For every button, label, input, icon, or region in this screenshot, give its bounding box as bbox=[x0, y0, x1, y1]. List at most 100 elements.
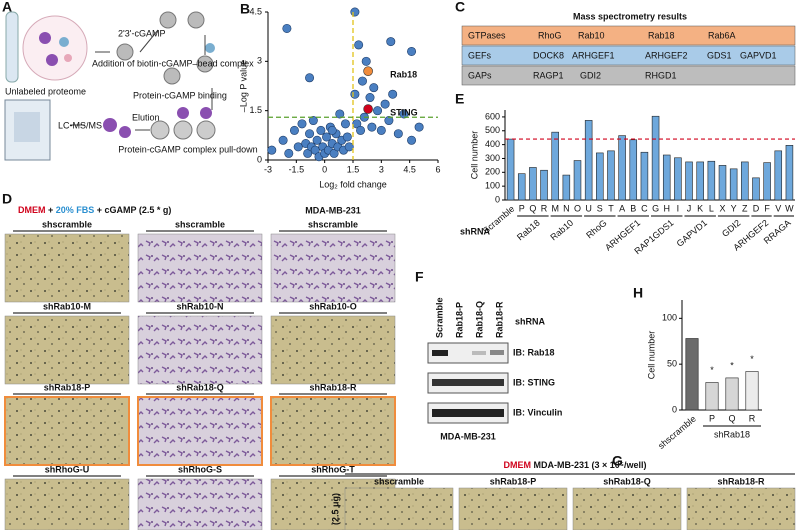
y-tick-label: 4.5 bbox=[249, 6, 262, 16]
image-label: shRab10-M bbox=[43, 301, 91, 311]
x-tick-label: 0 bbox=[322, 164, 327, 174]
column-label: shRab18-Q bbox=[603, 476, 651, 486]
title-part: + bbox=[46, 205, 56, 215]
lane-label: Scramble bbox=[434, 297, 444, 338]
cell: DOCK8 bbox=[533, 50, 564, 60]
image-label: shRhoG-T bbox=[311, 464, 355, 474]
x-tick-label: M bbox=[551, 203, 559, 213]
y-tick-label: 0 bbox=[672, 404, 677, 414]
point bbox=[322, 132, 332, 142]
bar bbox=[562, 174, 571, 201]
title-part: + cGAMP (2.5 * g) bbox=[94, 205, 171, 215]
point bbox=[350, 7, 360, 17]
point bbox=[393, 129, 403, 139]
x-tick-label: P bbox=[519, 203, 525, 213]
x-tick-label: G bbox=[652, 203, 659, 213]
point bbox=[361, 56, 371, 66]
cell: ARHGEF1 bbox=[572, 50, 615, 60]
cell: ARHGEF2 bbox=[645, 50, 688, 60]
image-label: shscramble bbox=[175, 219, 225, 229]
y-tick-label: 300 bbox=[485, 153, 500, 163]
x-tick-label: F bbox=[764, 203, 770, 213]
row-header: GAPs bbox=[468, 70, 492, 80]
y-axis-label: Cell number bbox=[646, 331, 656, 380]
bar bbox=[745, 371, 759, 411]
x-tick-label: A bbox=[619, 203, 625, 213]
y-axis-label: Cell number bbox=[469, 131, 479, 180]
micrograph bbox=[270, 233, 396, 303]
bar bbox=[729, 168, 738, 201]
bar bbox=[725, 377, 739, 411]
panel-title: DMEM MDA-MB-231 (3 × 10⁵/well) bbox=[503, 460, 646, 470]
point bbox=[376, 125, 386, 135]
panel-letter: E bbox=[455, 91, 464, 107]
x-tick-label: Z bbox=[742, 203, 748, 213]
x-axis-label: shRNA bbox=[460, 226, 491, 236]
column-label: shRab18-P bbox=[490, 476, 537, 486]
point bbox=[388, 89, 398, 99]
point bbox=[354, 40, 364, 50]
point bbox=[365, 93, 375, 103]
x-tick-label: V bbox=[775, 203, 781, 213]
highlight-point bbox=[363, 66, 373, 76]
y-tick-label: 200 bbox=[485, 167, 500, 177]
panel-letter: F bbox=[415, 269, 424, 285]
micrograph bbox=[344, 487, 454, 530]
bar bbox=[685, 338, 699, 411]
bar bbox=[640, 151, 649, 201]
x-tick-label: L bbox=[709, 203, 714, 213]
point bbox=[350, 89, 360, 99]
title-part: MDA-MB-231 (3 × 10⁵/well) bbox=[531, 460, 647, 470]
x-tick-label: -3 bbox=[264, 164, 272, 174]
image-label: shscramble bbox=[308, 219, 358, 229]
point bbox=[293, 142, 303, 152]
micrograph bbox=[137, 396, 263, 466]
group-label: GAPVD1 bbox=[675, 218, 709, 249]
table-row bbox=[461, 25, 796, 46]
x-tick-label: 4.5 bbox=[403, 164, 416, 174]
cell: RhoG bbox=[538, 30, 562, 40]
panel-letter: A bbox=[2, 0, 12, 15]
group-label: Rab18 bbox=[515, 218, 542, 243]
point bbox=[327, 125, 337, 135]
image-label: shRab18-P bbox=[44, 382, 91, 392]
x-tick-label: K bbox=[697, 203, 703, 213]
significance: * bbox=[710, 365, 714, 375]
x-tick-label: H bbox=[663, 203, 670, 213]
point bbox=[305, 129, 315, 139]
image-label: shRhoG-S bbox=[178, 464, 222, 474]
x-tick-label: X bbox=[719, 203, 725, 213]
panel-title: DMEM + 20% FBS + cGAMP (2.5 * g) bbox=[18, 205, 171, 215]
micrograph bbox=[137, 478, 263, 530]
cell-line: MDA-MB-231 bbox=[305, 205, 361, 215]
bar bbox=[674, 157, 682, 201]
point bbox=[308, 116, 318, 126]
bar bbox=[696, 161, 704, 201]
bar bbox=[607, 150, 615, 201]
x-tick-label: W bbox=[785, 203, 794, 213]
x-tick-label: 3 bbox=[379, 164, 384, 174]
bar bbox=[705, 382, 719, 411]
point bbox=[373, 106, 383, 116]
label: Elution bbox=[132, 112, 160, 122]
x-tick-label: Q bbox=[529, 203, 536, 213]
point bbox=[399, 109, 409, 119]
cell: Rab18 bbox=[648, 30, 675, 40]
point bbox=[386, 37, 396, 47]
bar bbox=[752, 177, 760, 201]
bar bbox=[584, 120, 593, 201]
bar bbox=[662, 154, 671, 201]
lane-label: Rab18-Q bbox=[474, 301, 484, 338]
x-tick-label: P bbox=[709, 413, 715, 423]
image-label: shRab18-R bbox=[309, 382, 357, 392]
micrograph bbox=[137, 233, 263, 303]
y-tick-label: 0 bbox=[257, 154, 262, 164]
point bbox=[312, 135, 322, 145]
image-label: shscramble bbox=[42, 219, 92, 229]
micrograph bbox=[270, 396, 396, 466]
point bbox=[284, 148, 294, 158]
bar bbox=[529, 167, 537, 201]
bar bbox=[551, 131, 559, 201]
y-tick-label: 3 bbox=[257, 56, 262, 66]
panel-letter: G bbox=[612, 453, 623, 469]
